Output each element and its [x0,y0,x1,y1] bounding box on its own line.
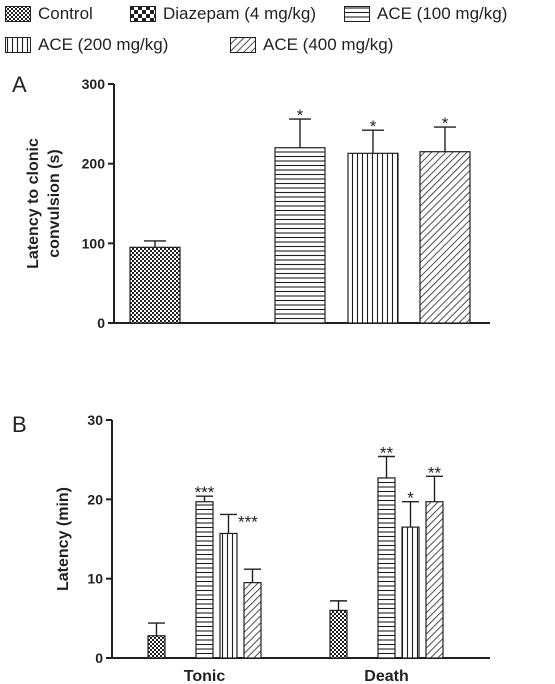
panel-b-x-tick-label: Death [364,668,408,684]
panel-b-y-axis-label: Latency (min) [55,487,72,591]
legend-item-3: ACE (100 mg/kg) [344,4,507,24]
panel-b-y-tick-label: 10 [87,571,103,587]
panel-a-chart: A Latency to clonic convulsion (s) 0 100 200 3… [12,72,490,331]
panel-b-y-tick-label: 30 [87,412,103,428]
legend-swatch [5,37,31,53]
legend-label: ACE (400 mg/kg) [263,35,394,54]
panel-b-significance-label: *** [195,483,215,502]
legend-item-1: Control [5,4,93,24]
legend-swatch [130,6,156,22]
panel-b-bar [147,635,166,659]
panel-a-significance-label: * [297,106,304,125]
panel-a-bar [347,152,399,324]
legend-label: Diazepam (4 mg/kg) [163,4,317,23]
panel-b-bar [219,532,238,659]
panel-a-bar [274,147,326,324]
panel-b-bar [243,582,262,659]
panel-a-bar [419,151,471,324]
panel-b-label: B [12,412,27,437]
legend-item-4: ACE (200 mg/kg) [5,35,168,55]
legend-swatch [230,37,256,53]
panel-a-y-tick-label: 300 [82,76,106,92]
panel-a-y-axis-label: Latency to clonic convulsion (s) [25,138,63,269]
panel-b-significance-label: ** [380,443,394,462]
panel-a-significance-label: * [442,114,449,133]
panel-b-bar [329,609,348,659]
legend-swatch [344,6,370,22]
legend: Control Diazepam (4 mg/kg) ACE (100 mg/kg)… [0,0,555,60]
panel-a-y-tick-label: 200 [82,156,106,172]
legend-label: ACE (100 mg/kg) [377,4,508,23]
panel-b-bar [195,501,214,659]
legend-item-5: ACE (400 mg/kg) [230,35,393,55]
panel-a-significance-label: * [370,117,377,136]
panel-b-significance-label: * [407,489,414,508]
panel-a-y-tick-label: 100 [82,235,106,251]
panel-a-label: A [12,72,27,97]
panel-a-y-tick-label: 0 [97,315,105,331]
panel-b-bar [377,477,396,659]
panel-b-significance-label: *** [238,512,258,531]
panel-b-bar [401,526,420,659]
panel-b-y-tick-label: 20 [87,491,103,507]
legend-swatch [5,6,31,22]
panel-b-significance-label: ** [428,463,442,482]
panel-b-bar [425,501,444,659]
panel-a-bar [129,246,181,324]
panel-b-y-tick-label: 0 [95,650,103,666]
legend-label: Control [38,4,93,23]
legend-item-2: Diazepam (4 mg/kg) [130,4,316,24]
panel-b-x-tick-label: Tonic [184,668,226,684]
legend-label: ACE (200 mg/kg) [38,35,169,54]
